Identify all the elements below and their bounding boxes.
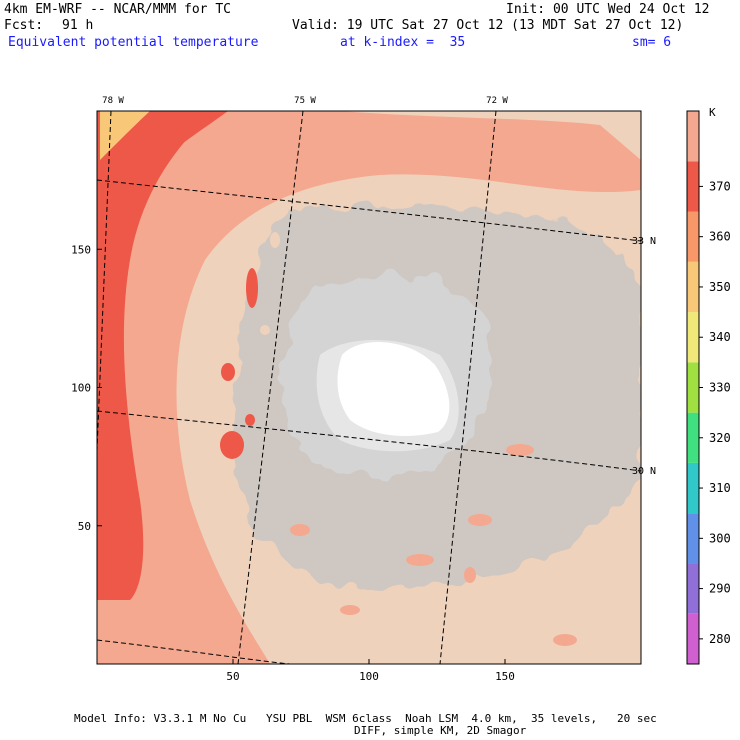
colorbar-label: 330 [709,381,731,395]
valid-time: Valid: 19 UTC Sat 27 Oct 12 (13 MDT Sat … [292,18,684,33]
x-tick-label: 150 [495,670,515,683]
parallel-line [97,639,291,664]
longitude-label: 75 W [294,96,316,106]
field-core-370 [337,342,450,436]
field-cell [406,554,434,566]
colorbar-band [687,161,699,212]
field-cell [260,325,270,335]
field-cell [221,363,235,381]
colorbar-band [687,362,699,413]
colorbar-band [687,211,699,262]
field-cell [245,414,255,426]
field-band-340-north [97,111,228,200]
field-corner-330 [100,111,150,160]
colorbar-label: 370 [709,179,731,193]
field-cell [553,634,577,646]
smoothing-label: sm= 6 [632,35,672,50]
model-info: Model Info: V3.3.1 M No Cu YSU PBL WSM 6… [74,712,657,725]
y-tick-label: 100 [71,382,91,395]
meridian-line [439,111,497,664]
field-cell [290,524,310,536]
colorbar-units: K [709,106,716,119]
field-cell [246,268,258,308]
latitude-label: 30 N [632,466,656,477]
field-cell [464,567,476,583]
colorbar-label: 300 [709,531,731,545]
colorbar-band [687,513,699,564]
colorbar-band [687,312,699,363]
colorbar-label: 290 [709,582,731,596]
field-cell [270,232,280,248]
parallel-line [97,179,641,242]
lat-lon-grid [97,111,641,664]
longitude-label: 78 W [102,96,124,106]
init-time: Init: 00 UTC Wed 24 Oct 12 [506,2,710,17]
colorbar-label: 340 [709,330,731,344]
model-info-line2: DIFF, simple KM, 2D Smagor [354,724,527,737]
level-label: at k-index = 35 [340,35,466,50]
axes: 50 100 150 50 100 150 78 W 75 W 72 W 33 N 30 N [71,96,656,683]
x-tick-label: 100 [359,670,379,683]
forecast-label: Fcst: [4,18,44,33]
colorbar-label: 350 [709,280,731,294]
meridian-line [237,111,304,664]
field-band-340-west [97,111,215,600]
colorbar-band [687,563,699,614]
field-cell [506,444,534,456]
y-tick-label: 150 [71,243,91,256]
latitude-label: 33 N [632,236,656,247]
colorbar-band [687,462,699,514]
theta-e-field [97,111,641,664]
field-name: Equivalent potential temperature [8,35,259,50]
colorbar-label: 360 [709,230,731,244]
colorbar-band [687,613,699,664]
colorbar-label: 310 [709,481,731,495]
model-title: 4km EM-WRF -- NCAR/MMM for TC [4,2,231,17]
colorbar-band [687,412,699,463]
colorbar-band [687,111,699,162]
field-cell [468,514,492,526]
colorbar-band [687,261,699,313]
field-cell [340,605,360,615]
field-cell [234,556,246,564]
y-tick-label: 50 [78,520,91,533]
forecast-hour: 91 h [62,18,94,33]
field-cell [210,500,220,510]
field-cell [220,431,244,459]
parallel-line [97,410,641,472]
meridian-line [97,111,112,451]
longitude-label: 72 W [486,96,508,106]
colorbar: K 370 360 350 340 330 320 310 300 290 280 [686,106,731,665]
colorbar-label: 320 [709,431,731,445]
x-tick-label: 50 [226,670,239,683]
colorbar-label: 280 [709,632,731,646]
